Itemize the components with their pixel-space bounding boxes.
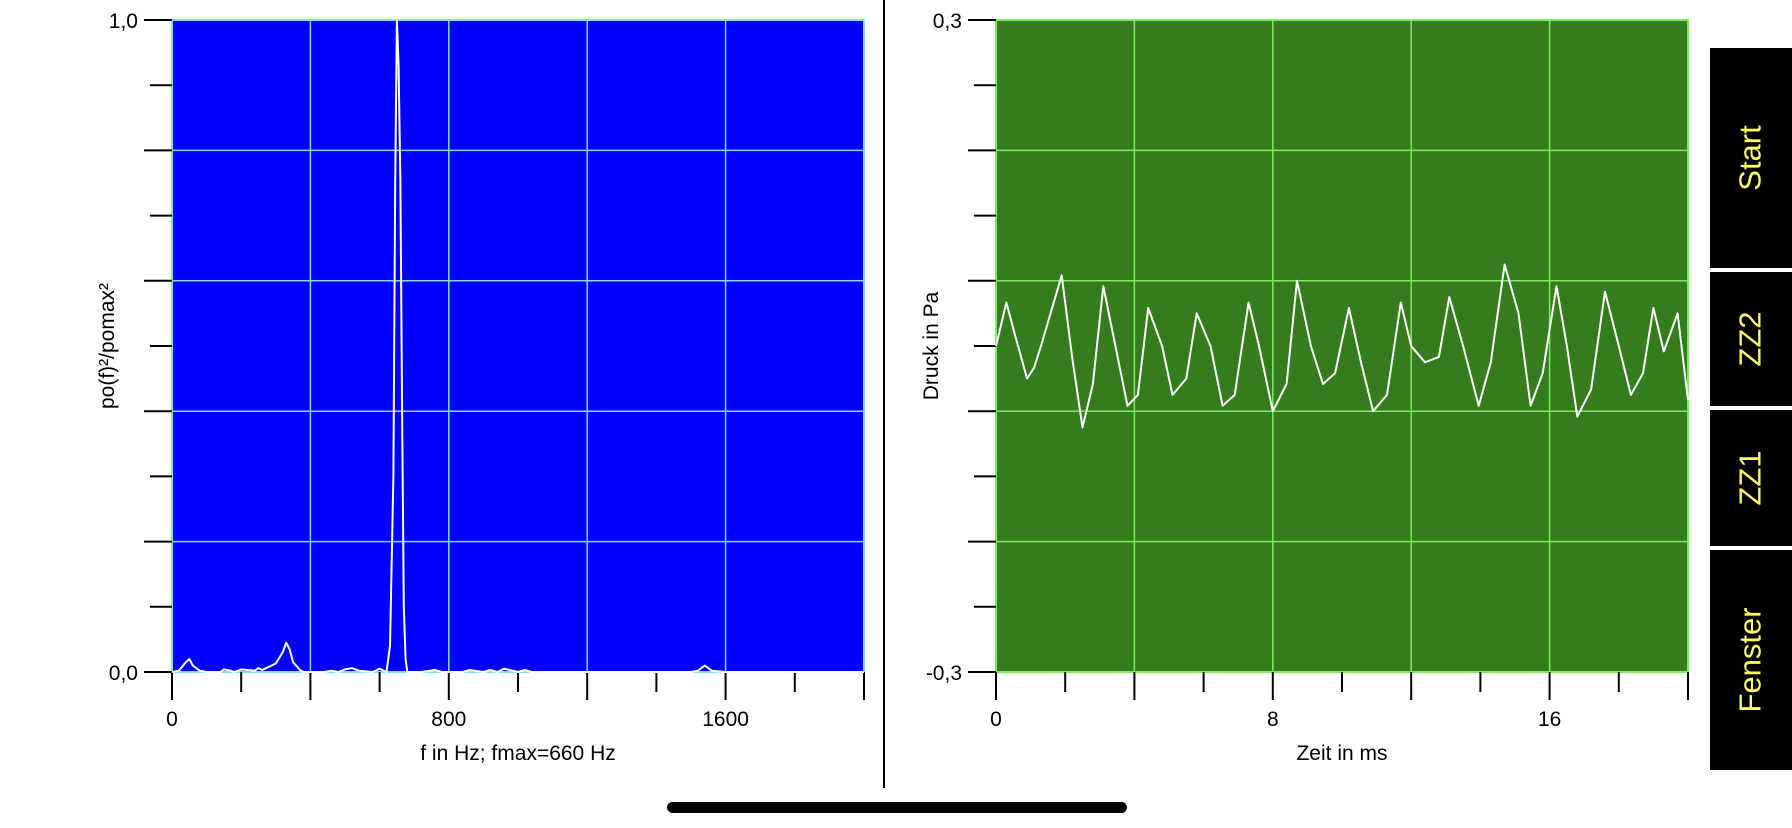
- pressure-x-axis-label: Zeit in ms: [1296, 742, 1387, 765]
- spectrum-x-tick-label: 1600: [702, 708, 749, 731]
- pressure-plot-area: [995, 19, 1689, 673]
- zz2-button[interactable]: ZZ2: [1710, 272, 1792, 406]
- pressure-trace: [995, 263, 1689, 429]
- spectrum-x-tick-label: 0: [166, 708, 178, 731]
- spectrum-y-tick-label: 1,0: [109, 10, 138, 33]
- pressure-chart: -0,3 0,3 0 8 16 Zeit in ms Druck in Pa: [920, 10, 1689, 765]
- pressure-y-axis-label: Druck in Pa: [920, 291, 943, 400]
- start-button[interactable]: Start: [1710, 48, 1792, 268]
- pressure-y-tick-label: -0,3: [926, 662, 962, 685]
- start-button-label: Start: [1733, 125, 1768, 191]
- spectrum-trace: [171, 19, 864, 673]
- pressure-y-tick-label: 0,3: [933, 10, 962, 33]
- zz1-button[interactable]: ZZ1: [1710, 410, 1792, 546]
- spectrum-y-axis-label: po(f)²/pomax²: [96, 283, 119, 409]
- pressure-x-tick-label: 16: [1538, 708, 1561, 731]
- spectrum-x-axis-label: f in Hz; fmax=660 Hz: [420, 742, 616, 765]
- fenster-button-label: Fenster: [1733, 607, 1769, 713]
- fenster-button[interactable]: Fenster: [1710, 550, 1792, 770]
- zz2-button-label: ZZ2: [1733, 311, 1768, 367]
- zz1-button-label: ZZ1: [1733, 450, 1768, 506]
- pressure-x-tick-label: 8: [1267, 708, 1279, 731]
- spectrum-y-tick-label: 0,0: [109, 662, 138, 685]
- spectrum-plot-area: [171, 19, 865, 673]
- sidebar: Start ZZ2 ZZ1 Fenster: [1710, 48, 1792, 770]
- pressure-x-tick-label: 0: [990, 708, 1002, 731]
- spectrum-chart: 0,0 1,0 0 800 1600 f in Hz; fmax=660 Hz po(f)²…: [96, 10, 865, 765]
- spectrum-x-tick-label: 800: [431, 708, 466, 731]
- home-indicator: [667, 802, 1127, 813]
